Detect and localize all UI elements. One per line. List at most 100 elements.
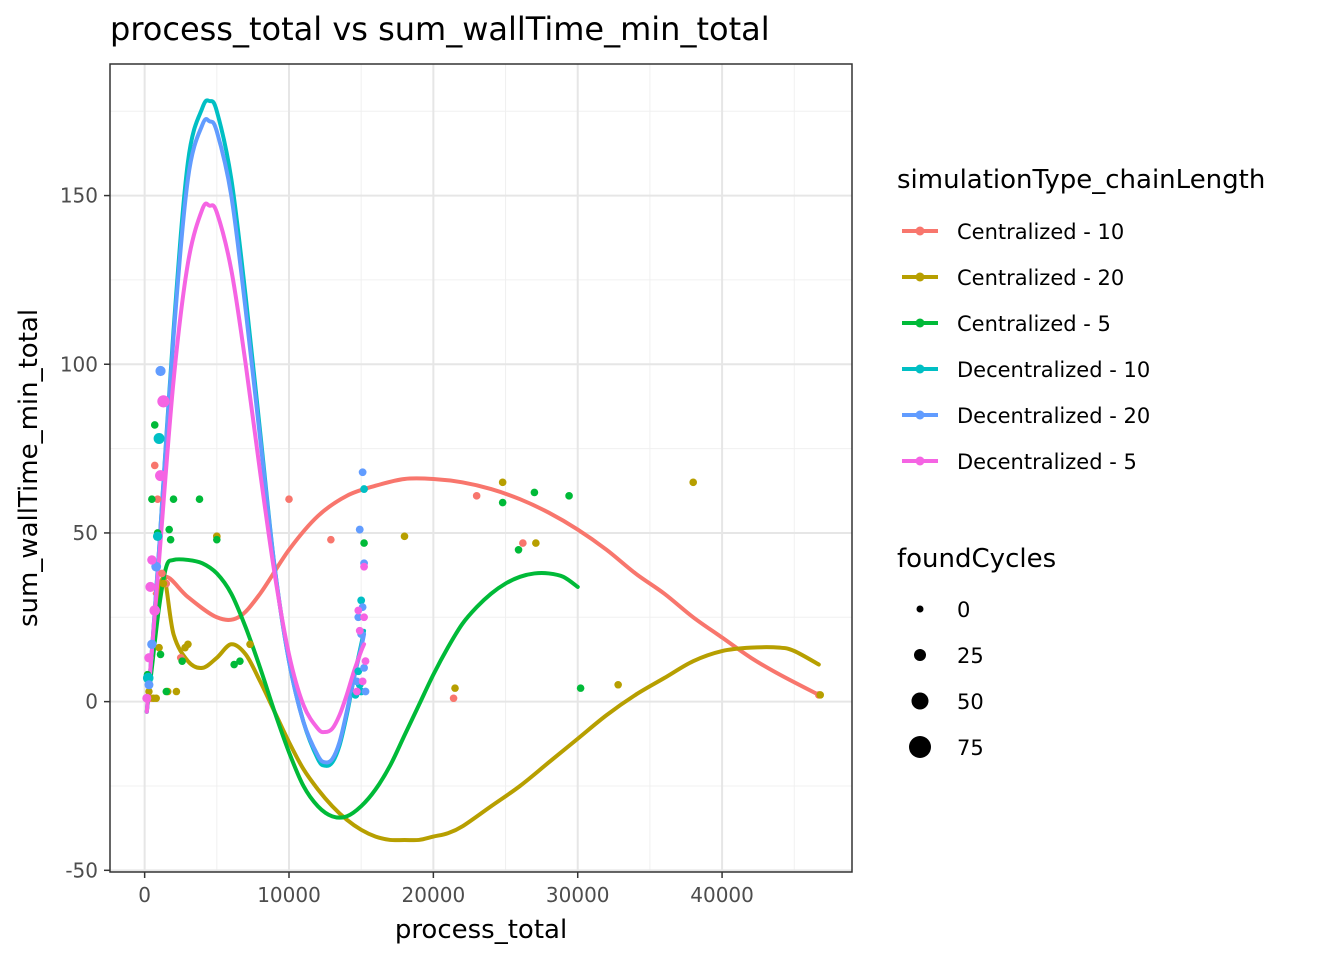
- data-point: [236, 657, 244, 665]
- data-point: [230, 660, 238, 669]
- data-point: [360, 539, 368, 547]
- data-point: [519, 539, 527, 547]
- data-point: [358, 677, 367, 686]
- data-point: [498, 478, 507, 487]
- size-legend-key: [914, 649, 926, 661]
- data-point: [514, 546, 523, 554]
- y-tick-label: 50: [73, 521, 98, 545]
- data-point: [400, 532, 409, 541]
- x-tick-label: 40000: [690, 883, 754, 907]
- data-point: [360, 663, 368, 672]
- data-point: [576, 684, 585, 692]
- data-point: [689, 478, 698, 487]
- data-point: [354, 613, 363, 622]
- data-point: [816, 691, 825, 699]
- data-point: [358, 468, 367, 477]
- data-point: [144, 680, 154, 690]
- plot-area: [109, 63, 853, 873]
- panel-border: [109, 63, 853, 873]
- data-point: [327, 535, 335, 544]
- data-point: [150, 461, 159, 470]
- legend: simulationType_chainLength Centralized -…: [897, 165, 1265, 760]
- legend-key-point: [915, 272, 925, 282]
- data-point: [213, 535, 221, 544]
- data-point: [352, 687, 361, 696]
- data-point: [530, 488, 539, 497]
- data-point: [451, 684, 459, 692]
- legend-label: Centralized - 10: [957, 220, 1124, 244]
- smooth-line: [144, 117, 367, 765]
- size-legend-label: 0: [957, 598, 970, 622]
- data-point: [355, 525, 364, 534]
- data-point: [162, 687, 171, 696]
- size-legend-label: 25: [957, 644, 984, 668]
- data-point: [159, 579, 168, 588]
- x-tick-label: 10000: [257, 883, 321, 907]
- data-point: [165, 525, 173, 534]
- size-legend-key: [909, 736, 931, 758]
- data-point: [360, 613, 368, 622]
- data-point: [157, 395, 170, 408]
- legend-key-point: [915, 364, 925, 374]
- smooth-line: [144, 557, 580, 820]
- y-axis: -50 0 50 100 150: [60, 184, 110, 882]
- data-point: [449, 694, 458, 703]
- x-tick-label: 20000: [402, 883, 466, 907]
- data-point: [357, 596, 366, 605]
- chart-title: process_total vs sum_wallTime_min_total: [110, 10, 770, 48]
- x-tick-label: 0: [138, 883, 151, 907]
- data-point: [155, 470, 167, 482]
- grid-major: [110, 64, 852, 872]
- y-tick-label: 0: [85, 690, 98, 714]
- data-point: [354, 606, 363, 615]
- data-point: [147, 555, 157, 565]
- data-point: [142, 672, 154, 684]
- legend-label: Decentralized - 10: [957, 358, 1150, 382]
- data-point: [169, 495, 178, 504]
- data-point: [155, 365, 166, 377]
- y-tick-label: 150: [60, 184, 98, 208]
- data-point: [148, 495, 156, 504]
- legend-label: Decentralized - 5: [957, 450, 1137, 474]
- data-point: [155, 643, 163, 652]
- legend-key-point: [915, 410, 925, 420]
- y-tick-label: -50: [65, 858, 98, 882]
- data-point: [156, 650, 165, 659]
- data-point: [361, 687, 370, 696]
- x-tick-label: 30000: [546, 883, 610, 907]
- data-point: [352, 677, 361, 686]
- data-point: [158, 569, 166, 578]
- data-point: [172, 687, 181, 696]
- data-point: [361, 657, 370, 666]
- panel-background: [110, 64, 852, 872]
- legend-label: Centralized - 20: [957, 266, 1124, 290]
- data-point: [145, 581, 156, 593]
- legend-label: Decentralized - 20: [957, 404, 1150, 428]
- data-point: [498, 498, 507, 507]
- x-axis-title: process_total: [395, 915, 567, 945]
- y-axis-title: sum_wallTime_min_total: [14, 309, 44, 627]
- legend-key-point: [915, 318, 925, 328]
- data-point: [532, 539, 540, 547]
- size-legend-items: 0 25 50 75: [909, 598, 984, 760]
- data-point: [246, 640, 254, 649]
- legend-key-point: [915, 456, 925, 466]
- data-point: [184, 640, 192, 649]
- size-legend-key: [916, 605, 924, 613]
- smooth-lines: [144, 98, 821, 843]
- x-axis: 0 10000 20000 30000 40000: [138, 872, 754, 907]
- data-point: [149, 605, 161, 616]
- size-legend-key: [911, 692, 929, 710]
- data-point: [178, 657, 186, 665]
- data-point: [565, 492, 573, 500]
- data-point: [147, 639, 157, 649]
- data-point: [145, 687, 153, 696]
- size-legend-title: foundCycles: [897, 544, 1056, 574]
- data-point: [153, 495, 162, 504]
- legend-key-point: [915, 226, 925, 236]
- color-legend-title: simulationType_chainLength: [897, 165, 1265, 195]
- data-point: [360, 562, 368, 571]
- data-point: [285, 495, 293, 504]
- data-point: [354, 667, 363, 676]
